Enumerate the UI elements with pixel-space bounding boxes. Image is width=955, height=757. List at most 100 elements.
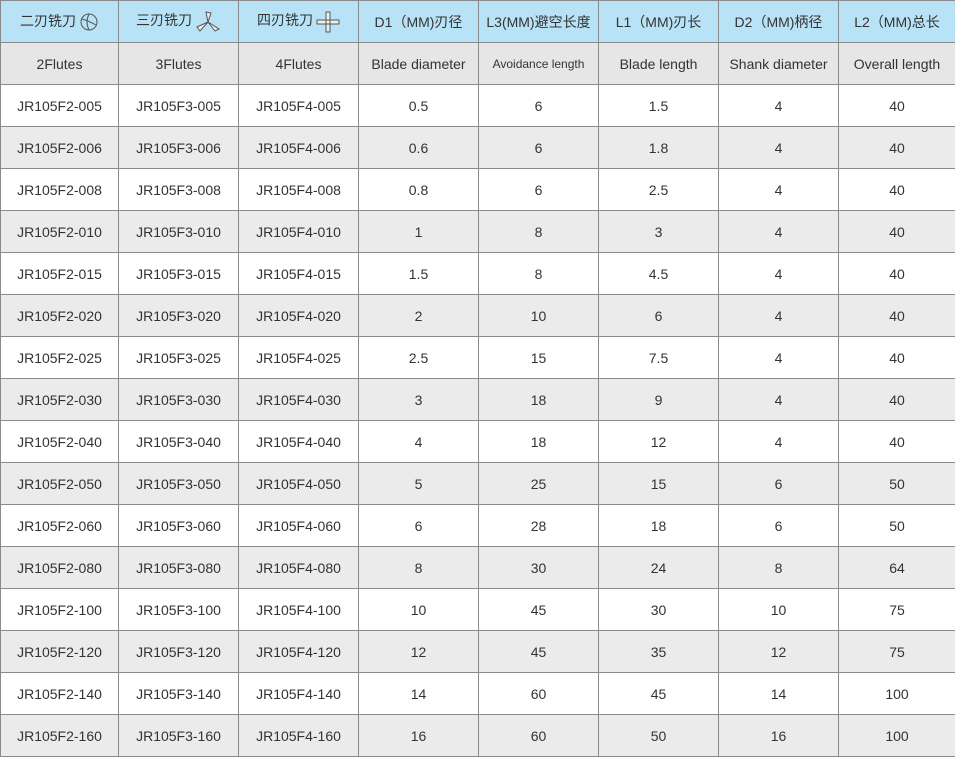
table-cell: 3 <box>358 378 479 421</box>
subheader-cell: Blade diameter <box>358 42 479 85</box>
table-cell: JR105F3-120 <box>118 630 239 673</box>
table-cell: 1.8 <box>598 126 719 169</box>
table-cell: 40 <box>838 294 955 337</box>
subheader-cell: 4Flutes <box>238 42 359 85</box>
header-4flute: 四刃铣刀 <box>238 0 359 43</box>
table-cell: 14 <box>718 672 839 715</box>
table-cell: JR105F2-050 <box>0 462 119 505</box>
table-row: JR105F2-160 JR105F3-160 JR105F4-160 16 60 50 1… <box>0 714 955 757</box>
table-cell: 6 <box>358 504 479 547</box>
table-cell: 30 <box>478 546 599 589</box>
header-l1: L1（MM)刃长 <box>598 0 719 43</box>
table-row: JR105F2-025 JR105F3-025 JR105F4-025 2.5 15 7.… <box>0 336 955 379</box>
table-cell: JR105F2-160 <box>0 714 119 757</box>
table-cell: JR105F3-005 <box>118 84 239 127</box>
header-row: 二刃铣刀 三刃铣刀 四刃铣刀 D1（MM)刃径 L3(MM)避空长度 L1（MM… <box>0 0 955 43</box>
table-cell: 25 <box>478 462 599 505</box>
table-cell: 8 <box>718 546 839 589</box>
table-cell: 12 <box>718 630 839 673</box>
header-l2: L2（MM)总长 <box>838 0 955 43</box>
table-cell: JR105F4-030 <box>238 378 359 421</box>
table-cell: 28 <box>478 504 599 547</box>
table-row: JR105F2-040 JR105F3-040 JR105F4-040 4 18 12 4 4… <box>0 420 955 463</box>
table-cell: JR105F4-006 <box>238 126 359 169</box>
table-cell: 100 <box>838 672 955 715</box>
table-row: JR105F2-005 JR105F3-005 JR105F4-005 0.5 6 1.5… <box>0 84 955 127</box>
table-cell: JR105F4-015 <box>238 252 359 295</box>
table-cell: JR105F4-140 <box>238 672 359 715</box>
table-cell: 3 <box>598 210 719 253</box>
table-row: JR105F2-050 JR105F3-050 JR105F4-050 5 25 15 6 5… <box>0 462 955 505</box>
table-row: JR105F2-100 JR105F3-100 JR105F4-100 10 45 30 1… <box>0 588 955 631</box>
table-cell: 6 <box>478 126 599 169</box>
table-cell: JR105F4-050 <box>238 462 359 505</box>
table-cell: 12 <box>358 630 479 673</box>
table-cell: 10 <box>718 588 839 631</box>
table-cell: 45 <box>478 588 599 631</box>
header-label: 三刃铣刀 <box>136 12 192 29</box>
header-label: 四刃铣刀 <box>257 12 313 29</box>
table-cell: JR105F3-050 <box>118 462 239 505</box>
table-cell: JR105F2-040 <box>0 420 119 463</box>
table-cell: 75 <box>838 588 955 631</box>
header-2flute: 二刃铣刀 <box>0 0 119 43</box>
table-cell: JR105F4-008 <box>238 168 359 211</box>
table-cell: JR105F2-080 <box>0 546 119 589</box>
subheader-cell: Avoidance length <box>478 42 599 85</box>
header-l3: L3(MM)避空长度 <box>478 0 599 43</box>
header-d1: D1（MM)刃径 <box>358 0 479 43</box>
table-cell: 0.8 <box>358 168 479 211</box>
table-cell: 40 <box>838 84 955 127</box>
table-cell: JR105F3-015 <box>118 252 239 295</box>
table-cell: 45 <box>478 630 599 673</box>
table-cell: 4 <box>718 294 839 337</box>
table-cell: JR105F3-060 <box>118 504 239 547</box>
table-cell: JR105F3-160 <box>118 714 239 757</box>
table-cell: 40 <box>838 252 955 295</box>
table-cell: 12 <box>598 420 719 463</box>
table-cell: 4 <box>718 210 839 253</box>
table-cell: 4 <box>718 168 839 211</box>
table-cell: 15 <box>598 462 719 505</box>
table-cell: JR105F2-060 <box>0 504 119 547</box>
table-cell: 6 <box>478 84 599 127</box>
table-cell: 4 <box>718 126 839 169</box>
table-cell: 50 <box>838 462 955 505</box>
table-cell: JR105F2-120 <box>0 630 119 673</box>
table-cell: 15 <box>478 336 599 379</box>
table-cell: JR105F2-020 <box>0 294 119 337</box>
table-cell: 50 <box>838 504 955 547</box>
table-cell: JR105F4-010 <box>238 210 359 253</box>
table-cell: JR105F4-040 <box>238 420 359 463</box>
table-cell: JR105F3-025 <box>118 336 239 379</box>
table-cell: 60 <box>478 714 599 757</box>
table-cell: 6 <box>718 462 839 505</box>
table-cell: 2 <box>358 294 479 337</box>
table-cell: JR105F2-025 <box>0 336 119 379</box>
table-cell: 10 <box>358 588 479 631</box>
table-cell: 18 <box>598 504 719 547</box>
table-cell: 4 <box>718 84 839 127</box>
table-cell: 40 <box>838 210 955 253</box>
table-cell: 6 <box>718 504 839 547</box>
table-cell: 50 <box>598 714 719 757</box>
table-cell: JR105F2-140 <box>0 672 119 715</box>
table-cell: JR105F2-015 <box>0 252 119 295</box>
table-cell: 40 <box>838 126 955 169</box>
subheader-row: 2Flutes 3Flutes 4Flutes Blade diameter A… <box>0 42 955 85</box>
table-cell: JR105F2-008 <box>0 168 119 211</box>
table-cell: JR105F2-030 <box>0 378 119 421</box>
table-cell: JR105F3-008 <box>118 168 239 211</box>
table-cell: 8 <box>478 210 599 253</box>
table-cell: 8 <box>478 252 599 295</box>
table-cell: 24 <box>598 546 719 589</box>
table-cell: JR105F4-005 <box>238 84 359 127</box>
table-cell: JR105F3-080 <box>118 546 239 589</box>
table-cell: 16 <box>358 714 479 757</box>
table-row: JR105F2-030 JR105F3-030 JR105F4-030 3 18 9 4 40 <box>0 378 955 421</box>
table-cell: 16 <box>718 714 839 757</box>
table-cell: 40 <box>838 168 955 211</box>
subheader-cell: Blade length <box>598 42 719 85</box>
header-3flute: 三刃铣刀 <box>118 0 239 43</box>
table-cell: 6 <box>598 294 719 337</box>
